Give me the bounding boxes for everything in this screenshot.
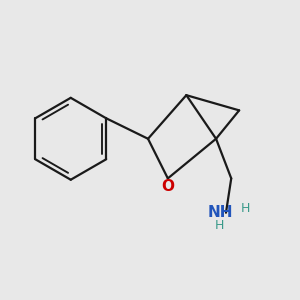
Text: O: O [161, 179, 174, 194]
Text: H: H [215, 220, 224, 232]
Text: H: H [241, 202, 250, 215]
Text: NH: NH [208, 205, 233, 220]
